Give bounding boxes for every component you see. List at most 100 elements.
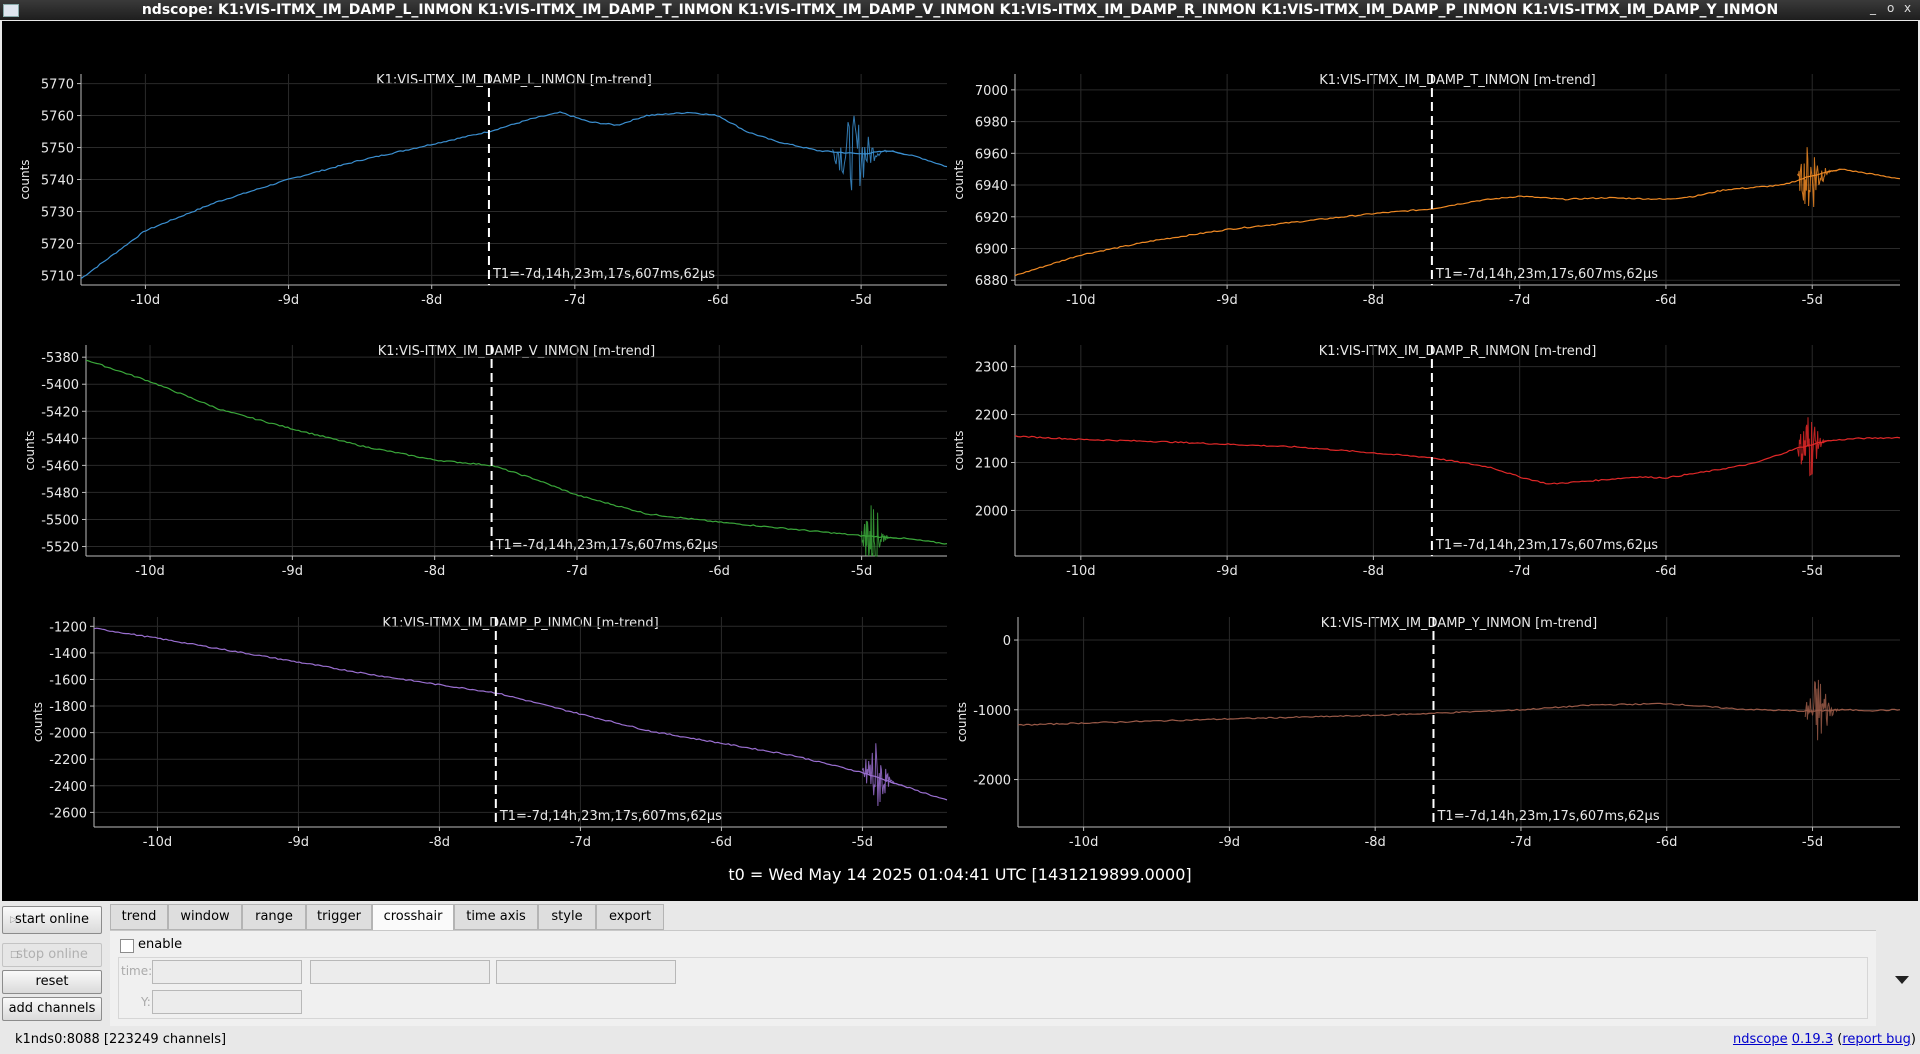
x-tick-label: -5d — [851, 564, 872, 579]
y-axis-label: counts — [955, 702, 969, 742]
y-tick-label: 6900 — [975, 243, 1008, 258]
enable-checkbox[interactable] — [120, 939, 134, 953]
minimize-icon[interactable]: _ — [1870, 1, 1876, 15]
tab-export[interactable]: export — [596, 904, 664, 930]
tab-trend[interactable]: trend — [110, 904, 168, 930]
tab-range[interactable]: range — [242, 904, 306, 930]
y-tick-label: -5460 — [41, 459, 79, 474]
close-icon[interactable]: x — [1904, 1, 1912, 15]
plot-title: K1:VIS-ITMX_IM_DAMP_Y_INMON [m-trend] — [1321, 616, 1597, 631]
noise-burst — [832, 115, 905, 191]
expand-panel-icon[interactable] — [1895, 976, 1909, 984]
y-axis-label: counts — [31, 702, 45, 742]
time-gps-input[interactable] — [310, 960, 490, 984]
x-tick-label: -6d — [1655, 564, 1676, 579]
y-tick-label: -5400 — [41, 378, 79, 393]
plot-title: K1:VIS-ITMX_IM_DAMP_V_INMON [m-trend] — [378, 344, 655, 359]
y-tick-label: -2000 — [973, 774, 1011, 789]
x-tick-label: -8d — [1363, 293, 1384, 308]
ndscope-link[interactable]: ndscope — [1732, 1032, 1788, 1047]
series-line — [93, 627, 948, 801]
x-tick-label: -7d — [570, 835, 591, 850]
start-online-label: start online — [14, 912, 90, 927]
t0-label: t0 = Wed May 14 2025 01:04:41 UTC [14312… — [728, 865, 1192, 884]
x-tick-label: -7d — [1510, 835, 1531, 850]
x-tick-label: -10d — [1066, 564, 1096, 579]
x-tick-label: -7d — [566, 564, 587, 579]
report-bug-link[interactable]: report bug — [1842, 1032, 1911, 1047]
x-tick-label: -6d — [1655, 293, 1676, 308]
add-channels-button[interactable]: add channels — [2, 997, 102, 1021]
tab-style[interactable]: style — [538, 904, 596, 930]
noise-burst — [861, 743, 905, 807]
y-tick-label: -2000 — [49, 727, 87, 742]
y-axis-label: counts — [952, 159, 966, 199]
series-line — [85, 359, 948, 545]
enable-label: enable — [138, 937, 183, 952]
y-tick-label: -5500 — [41, 513, 79, 528]
y-tick-label: 0 — [1003, 634, 1011, 649]
x-tick-label: -7d — [564, 293, 585, 308]
y-tick-label: 5760 — [41, 110, 74, 125]
x-tick-label: -8d — [429, 835, 450, 850]
tab-trigger[interactable]: trigger — [306, 904, 372, 930]
plot-title: K1:VIS-ITMX_IM_DAMP_P_INMON [m-trend] — [382, 616, 658, 631]
y-input[interactable] — [152, 990, 302, 1014]
y-tick-label: 5770 — [41, 78, 74, 93]
crosshair-fields: time: Y: — [118, 957, 1868, 1019]
noise-burst — [1804, 679, 1850, 741]
y-tick-label: -1200 — [49, 620, 87, 635]
time-input[interactable] — [152, 960, 302, 984]
x-tick-label: -10d — [1066, 293, 1096, 308]
y-tick-label: -5520 — [41, 541, 79, 556]
plot-area[interactable]: K1:VIS-ITMX_IM_DAMP_L_INMON [m-trend] 577… — [2, 21, 1918, 901]
cursor-t1-label: T1=-7d,14h,23m,17s,607ms,62µs — [1435, 538, 1658, 553]
plot-title: K1:VIS-ITMX_IM_DAMP_L_INMON [m-trend] — [376, 73, 652, 88]
window-title: ndscope: K1:VIS-ITMX_IM_DAMP_L_INMON K1:… — [141, 2, 1779, 18]
tab-time-axis[interactable]: time axis — [454, 904, 538, 930]
time-utc-input[interactable] — [496, 960, 676, 984]
y-tick-label: 2000 — [975, 504, 1008, 519]
tab-crosshair[interactable]: crosshair — [372, 904, 454, 932]
window-titlebar[interactable]: ndscope: K1:VIS-ITMX_IM_DAMP_L_INMON K1:… — [0, 0, 1920, 20]
version-link[interactable]: 0.19.3 — [1791, 1032, 1834, 1047]
server-status: k1nds0:8088 [223249 channels] — [15, 1032, 227, 1047]
crosshair-panel: enable time: Y: — [110, 930, 1876, 1026]
y-tick-label: 5720 — [41, 237, 74, 252]
x-tick-label: -10d — [135, 564, 165, 579]
stop-online-button[interactable]: □ stop online — [2, 943, 102, 967]
y-tick-label: -2600 — [49, 806, 87, 821]
plot-canvas[interactable]: K1:VIS-ITMX_IM_DAMP_L_INMON [m-trend] 577… — [2, 21, 1918, 901]
report-close-paren: ) — [1910, 1032, 1916, 1047]
x-tick-label: -5d — [1802, 293, 1823, 308]
start-online-button[interactable]: ▷ start online — [2, 906, 102, 934]
version-info: ndscope 0.19.3 (report bug) — [1733, 1032, 1916, 1047]
y-tick-label: -2400 — [49, 780, 87, 795]
tab-window[interactable]: window — [168, 904, 242, 930]
x-tick-label: -9d — [1216, 293, 1237, 308]
app-icon[interactable] — [3, 4, 19, 17]
series-line — [1014, 168, 1901, 277]
maximize-icon[interactable]: o — [1887, 1, 1895, 15]
y-tick-label: 5740 — [41, 174, 74, 189]
series-line — [1017, 702, 1901, 726]
reset-button[interactable]: reset — [2, 970, 102, 994]
y-tick-label: -1800 — [49, 700, 87, 715]
y-tick-label: -1600 — [49, 673, 87, 688]
y-axis-label: counts — [952, 430, 966, 470]
x-tick-label: -6d — [711, 835, 732, 850]
y-tick-label: 5730 — [41, 205, 74, 220]
y-tick-label: 5750 — [41, 142, 74, 157]
y-tick-label: 6880 — [975, 274, 1008, 289]
x-tick-label: -9d — [278, 293, 299, 308]
y-tick-label: -5420 — [41, 405, 79, 420]
x-tick-label: -8d — [1363, 564, 1384, 579]
y-tick-label: 2300 — [975, 361, 1008, 376]
x-tick-label: -7d — [1509, 293, 1530, 308]
y-tick-label: -2200 — [49, 753, 87, 768]
y-tick-label: 2100 — [975, 456, 1008, 471]
x-tick-label: -9d — [282, 564, 303, 579]
x-tick-label: -9d — [1216, 564, 1237, 579]
y-tick-label: 6960 — [975, 147, 1008, 162]
y-label: Y: — [141, 995, 151, 1009]
